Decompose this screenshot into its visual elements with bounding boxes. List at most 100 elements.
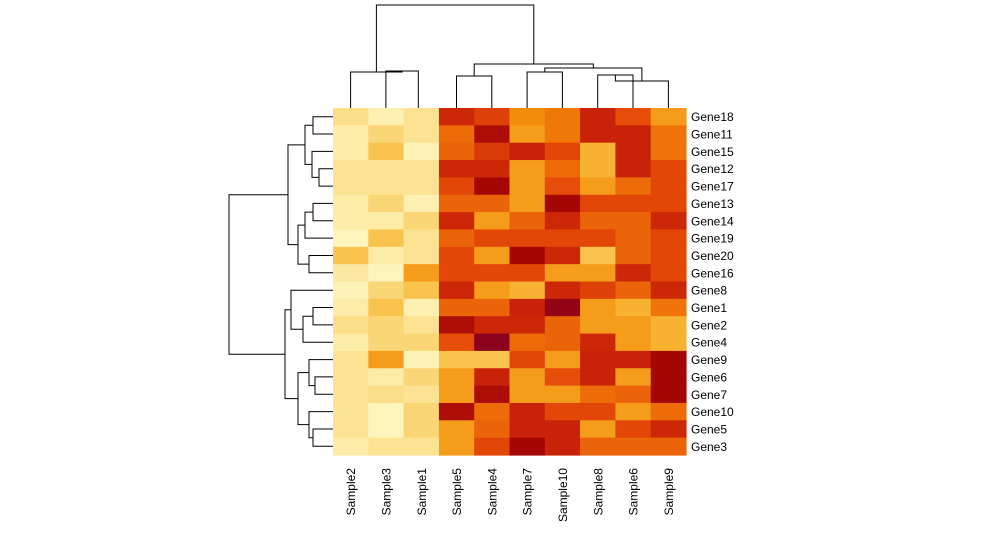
heatmap-cell xyxy=(509,368,546,387)
heatmap-cell xyxy=(438,281,475,300)
heatmap-cell xyxy=(474,298,511,317)
row-dendrogram-branch xyxy=(304,211,333,239)
heatmap-cell xyxy=(580,333,616,352)
heatmap-cell xyxy=(580,229,616,248)
heatmap-cell xyxy=(615,420,652,439)
row-label: Gene7 xyxy=(691,388,727,402)
heatmap-cell xyxy=(615,385,652,404)
column-label: Sample9 xyxy=(662,468,676,516)
heatmap-cell xyxy=(615,316,652,335)
heatmap-cell xyxy=(403,281,440,300)
heatmap-cell xyxy=(333,108,369,126)
heatmap-cell xyxy=(333,125,369,144)
heatmap-cell xyxy=(474,264,511,283)
row-dendrogram-branch xyxy=(302,315,333,343)
heatmap-cell xyxy=(544,437,581,456)
column-dendrogram-branch xyxy=(473,63,594,76)
heatmap-cell xyxy=(333,281,369,300)
heatmap-cell xyxy=(544,108,581,126)
heatmap-cell xyxy=(509,437,546,456)
heatmap-cell xyxy=(509,385,546,404)
heatmap-cell xyxy=(403,316,440,335)
heatmap-cell xyxy=(615,264,652,283)
row-label: Gene10 xyxy=(691,405,734,419)
heatmap-cell xyxy=(615,160,652,178)
heatmap-cell xyxy=(333,194,369,213)
heatmap-cell xyxy=(333,368,369,387)
row-label: Gene5 xyxy=(691,422,727,436)
heatmap-cell xyxy=(509,350,546,369)
heatmap-cell xyxy=(474,385,511,404)
heatmap-cell xyxy=(580,316,616,335)
heatmap-cell xyxy=(368,402,405,421)
heatmap-cell xyxy=(403,437,440,456)
heatmap-cell xyxy=(333,333,369,352)
column-label: Sample6 xyxy=(627,468,641,516)
heatmap-cell xyxy=(509,142,546,161)
column-label: Sample8 xyxy=(591,468,605,516)
heatmap-cell xyxy=(368,229,405,248)
heatmap-cell xyxy=(474,160,511,178)
row-label: Gene9 xyxy=(691,353,727,367)
heatmap-cell xyxy=(368,350,405,369)
heatmap-cell xyxy=(403,402,440,421)
heatmap-cell xyxy=(438,212,475,231)
heatmap-cell xyxy=(333,142,369,161)
heatmap-cell xyxy=(650,194,687,213)
row-dendrogram-branch xyxy=(308,255,333,274)
heatmap-cell xyxy=(368,298,405,317)
heatmap-cell xyxy=(544,420,581,439)
heatmap-cell xyxy=(650,350,687,369)
heatmap-cell xyxy=(474,333,511,352)
heatmap-cell xyxy=(580,264,616,283)
heatmap-cell xyxy=(650,142,687,161)
heatmap-cell xyxy=(509,194,546,213)
heatmap-cell xyxy=(580,194,616,213)
heatmap-cell xyxy=(474,437,511,456)
heatmap-cell xyxy=(580,298,616,317)
heatmap-cell xyxy=(403,298,440,317)
heatmap-cell xyxy=(333,350,369,369)
heatmap-cell xyxy=(650,212,687,231)
heatmap-cell xyxy=(544,298,581,317)
heatmap-cell xyxy=(333,264,369,283)
heatmap-cell xyxy=(368,437,405,456)
heatmap-cell xyxy=(650,229,687,248)
heatmap-cell xyxy=(509,420,546,439)
heatmap-cell xyxy=(368,125,405,144)
heatmap-cell xyxy=(650,264,687,283)
column-label: Sample5 xyxy=(450,468,464,516)
heatmap-cell xyxy=(615,212,652,231)
heatmap-cell xyxy=(580,177,616,196)
heatmap-cell xyxy=(474,212,511,231)
heatmap-cell xyxy=(544,194,581,213)
column-label: Sample4 xyxy=(485,468,499,516)
heatmap-cell xyxy=(368,177,405,196)
heatmap-cell xyxy=(509,212,546,231)
heatmap-cell xyxy=(544,125,581,144)
heatmap-cell xyxy=(333,402,369,421)
heatmap-cell xyxy=(580,142,616,161)
heatmap-cell xyxy=(580,108,616,126)
row-label: Gene17 xyxy=(691,180,734,194)
row-label: Gene1 xyxy=(691,301,727,315)
heatmap-cell xyxy=(544,264,581,283)
heatmap-cell xyxy=(650,385,687,404)
heatmap-cell xyxy=(650,368,687,387)
row-dendrogram-branch xyxy=(314,376,333,395)
row-label: Gene15 xyxy=(691,145,734,159)
heatmap-cell xyxy=(509,281,546,300)
heatmap-cell xyxy=(580,160,616,178)
heatmap-cell xyxy=(615,194,652,213)
heatmap-cell xyxy=(544,142,581,161)
heatmap-cell xyxy=(403,108,440,126)
heatmap-cell xyxy=(615,437,652,456)
heatmap-cell xyxy=(333,316,369,335)
heatmap-cell xyxy=(544,160,581,178)
row-dendrogram-branch xyxy=(290,289,333,330)
heatmap-cell xyxy=(368,264,405,283)
row-label: Gene19 xyxy=(691,232,734,246)
heatmap-cell xyxy=(368,420,405,439)
heatmap-cell xyxy=(474,142,511,161)
heatmap-cell xyxy=(650,298,687,317)
